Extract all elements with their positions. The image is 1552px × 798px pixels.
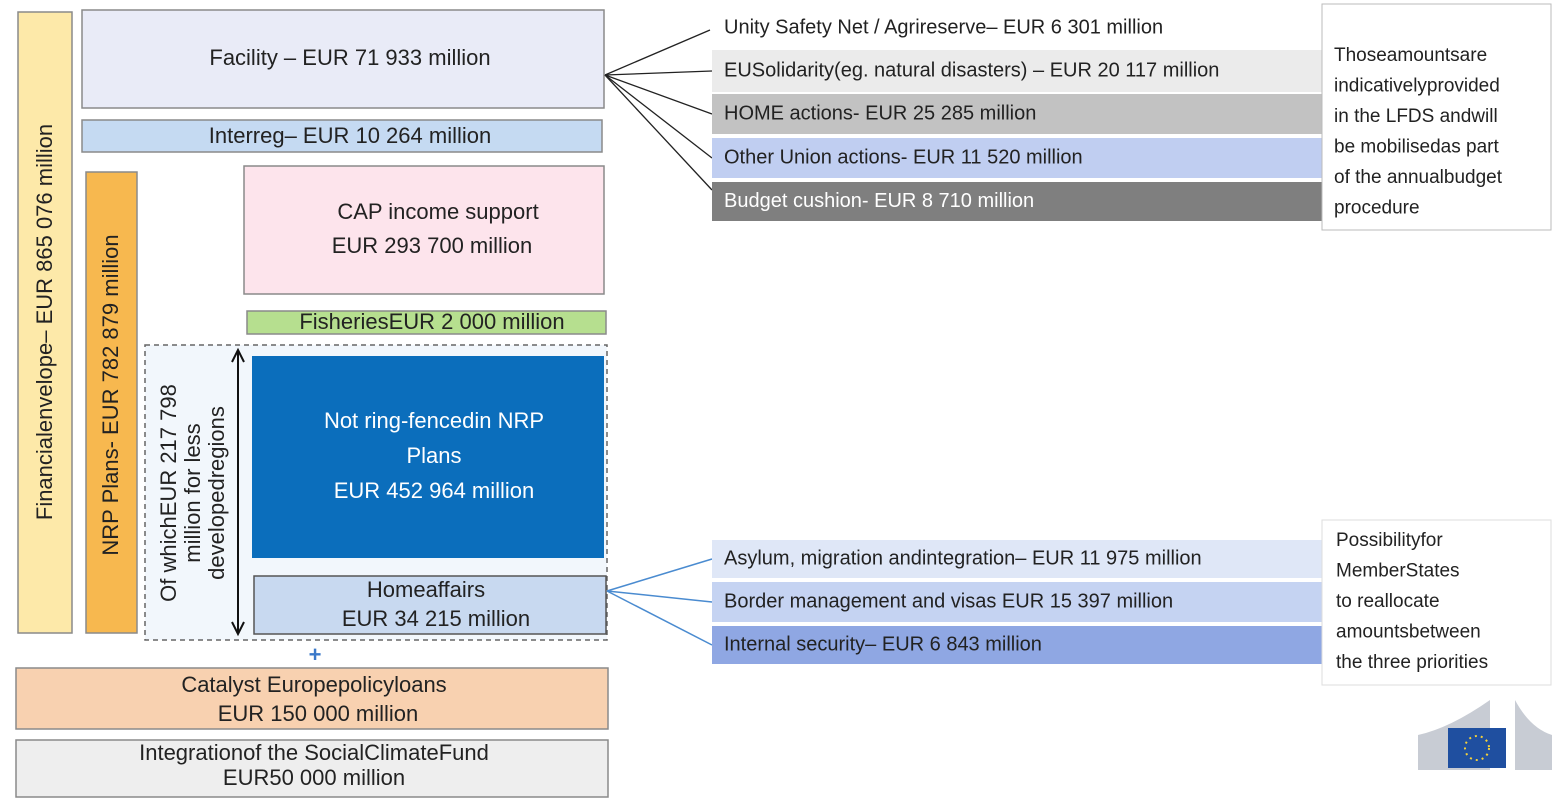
breakdown-row <box>712 138 1322 178</box>
not-ring-fenced-label: Plans <box>406 443 461 468</box>
breakdown-row <box>712 626 1322 664</box>
home-affairs-label: EUR 34 215 million <box>342 606 530 631</box>
cap-box <box>243 165 605 295</box>
note-line: in the LFDS andwill <box>1334 106 1498 127</box>
facility-box <box>81 9 605 109</box>
envelope-label: Financialenvelope– EUR 865 076 million <box>32 124 57 520</box>
note-line: Possibilityfor <box>1336 530 1443 551</box>
social-climate-box <box>15 739 609 798</box>
note-line: the three priorities <box>1336 652 1488 673</box>
note-line: Thoseamountsare <box>1334 45 1487 66</box>
not-ring-fenced-label: EUR 452 964 million <box>334 478 535 503</box>
breakdown-row <box>712 582 1322 622</box>
note-line: indicativelyprovided <box>1334 76 1500 97</box>
nrp-label: NRP Plans- EUR 782 879 million <box>98 234 123 555</box>
social-climate-label: Integrationof the SocialClimateFund <box>139 740 489 765</box>
interreg-label: Interreg– EUR 10 264 million <box>209 123 491 148</box>
breakdown-label: Asylum, migration andintegration– EUR 11… <box>724 547 1202 569</box>
breakdown-row <box>712 94 1322 134</box>
envelope-box <box>17 11 73 634</box>
facility-note-box <box>1321 3 1552 231</box>
fisheries-box <box>246 310 607 335</box>
breakdown-row <box>712 540 1322 578</box>
note-line: be mobilisedas part <box>1334 137 1499 158</box>
home-affairs-box <box>253 575 607 635</box>
catalyst-box <box>15 667 609 730</box>
note-line: to reallocate <box>1336 591 1440 612</box>
not-ring-fenced-box <box>252 356 604 558</box>
breakdown-label: HOME actions- EUR 25 285 million <box>724 102 1036 124</box>
note-line: of the annualbudget <box>1334 167 1503 188</box>
breakdown-row <box>712 182 1322 221</box>
catalyst-label: EUR 150 000 million <box>218 701 419 726</box>
breakdown-label: Unity Safety Net / Agrireserve– EUR 6 30… <box>724 16 1163 38</box>
facility-label: Facility – EUR 71 933 million <box>209 45 490 70</box>
breakdown-label: Internal security– EUR 6 843 million <box>724 633 1042 655</box>
ec-logo <box>1418 700 1552 770</box>
regions-label: million for less <box>180 423 205 562</box>
regions-label: Of whichEUR 217 798 <box>156 384 181 602</box>
note-line: procedure <box>1334 198 1420 219</box>
home-note-box <box>1321 519 1552 686</box>
breakdown-row <box>712 50 1322 92</box>
breakdown-row <box>712 10 1322 46</box>
note-line: MemberStates <box>1336 561 1460 582</box>
plus-sign: + <box>309 642 322 667</box>
fisheries-label: FisheriesEUR 2 000 million <box>299 309 564 334</box>
note-line: amountsbetween <box>1336 622 1481 643</box>
not-ring-fenced-label: Not ring-fencedin NRP <box>324 408 544 433</box>
home-connectors <box>606 558 713 646</box>
social-climate-label: EUR50 000 million <box>223 765 405 790</box>
home-affairs-label: Homeaffairs <box>367 577 485 602</box>
nrp-box <box>85 171 138 634</box>
catalyst-label: Catalyst Europepolicyloans <box>181 672 446 697</box>
cap-label: EUR 293 700 million <box>332 233 533 258</box>
breakdown-label: Border management and visas EUR 15 397 m… <box>724 590 1173 612</box>
facility-connectors <box>604 29 713 191</box>
breakdown-label: EUSolidarity(eg. natural disasters) – EU… <box>724 59 1219 81</box>
arrow-heads <box>231 347 245 637</box>
regions-label: developedregions <box>204 406 229 580</box>
breakdown-label: Budget cushion- EUR 8 710 million <box>724 190 1034 212</box>
interreg-box <box>81 119 603 153</box>
breakdown-label: Other Union actions- EUR 11 520 million <box>724 146 1083 168</box>
cap-label: CAP income support <box>337 199 538 224</box>
